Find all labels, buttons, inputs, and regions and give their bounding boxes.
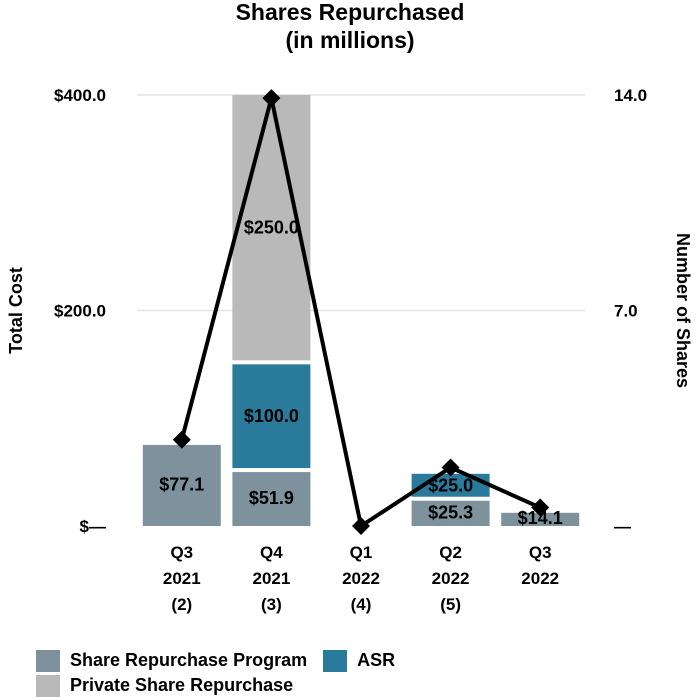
legend-swatch-private-share-repurchase [36,674,60,697]
y2-tick-label: 7.0 [614,302,638,321]
bar-asr-2 [232,364,311,469]
legend-swatch-share-repurchase-program [36,649,60,672]
line-marker-5 [531,498,550,517]
bar-share-repurchase-program-4 [411,500,490,526]
x-tick-label: Q3 [529,543,552,562]
legend-label-asr: ASR [357,650,396,670]
legend-item-share-repurchase-program: Share Repurchase Program [36,649,308,672]
data-label: $250.0 [244,218,299,238]
data-label: $100.0 [244,406,299,426]
x-tick-label: (5) [440,595,461,614]
y2-tick-label: — [614,517,631,536]
x-tick-label: Q3 [170,543,193,562]
line-marker-2 [262,89,281,108]
x-tick-label: (3) [261,595,282,614]
line-marker-3 [352,517,370,535]
bar-share-repurchase-program-5 [501,512,580,526]
x-tick-label: 2022 [432,569,470,588]
legend: Share Repurchase Program ASR Private Sha… [36,648,411,698]
data-label: $51.9 [249,488,294,508]
y-tick-label: $— [80,517,106,536]
legend-row-2: Private Share Repurchase [36,673,411,698]
legend-label-private-share-repurchase: Private Share Repurchase [70,675,294,695]
y-tick-label: $400.0 [54,86,106,105]
x-tick-label: (2) [171,595,192,614]
legend-item-asr: ASR [323,649,396,672]
chart-title-line-1: Shares Repurchased [236,0,465,25]
legend-row-1: Share Repurchase Program ASR [36,648,411,673]
legend-swatch-asr [323,649,348,672]
x-tick-label: Q2 [439,543,462,562]
shares-repurchased-chart: Shares Repurchased(in millions) $— $200.0 $… [6,0,693,614]
chart-title-line-2: (in millions) [285,27,414,53]
x-tick-label: Q1 [350,543,373,562]
line-marker-4 [441,458,460,477]
y2-tick-label: 14.0 [614,86,647,105]
data-label: $14.1 [518,508,563,528]
bar-share-repurchase-program-2 [232,472,311,526]
data-label: $25.3 [428,502,473,522]
data-label: $77.1 [159,474,204,494]
y-axis-title: Total Cost [6,267,26,354]
y2-axis-title: Number of Shares [673,233,693,388]
x-tick-label: Q4 [260,543,283,562]
x-tick-label: 2022 [342,569,380,588]
y-tick-label: $200.0 [54,302,106,321]
bar-share-repurchase-program-1 [142,444,221,526]
line-marker-1 [172,430,191,449]
x-tick-label: 2021 [252,569,290,588]
data-label: $25.0 [428,475,473,495]
legend-item-private-share-repurchase: Private Share Repurchase [36,674,294,697]
x-tick-label: (4) [351,595,372,614]
x-tick-label: 2022 [521,569,559,588]
x-tick-label: 2021 [163,569,201,588]
legend-label-share-repurchase-program: Share Repurchase Program [70,650,308,670]
